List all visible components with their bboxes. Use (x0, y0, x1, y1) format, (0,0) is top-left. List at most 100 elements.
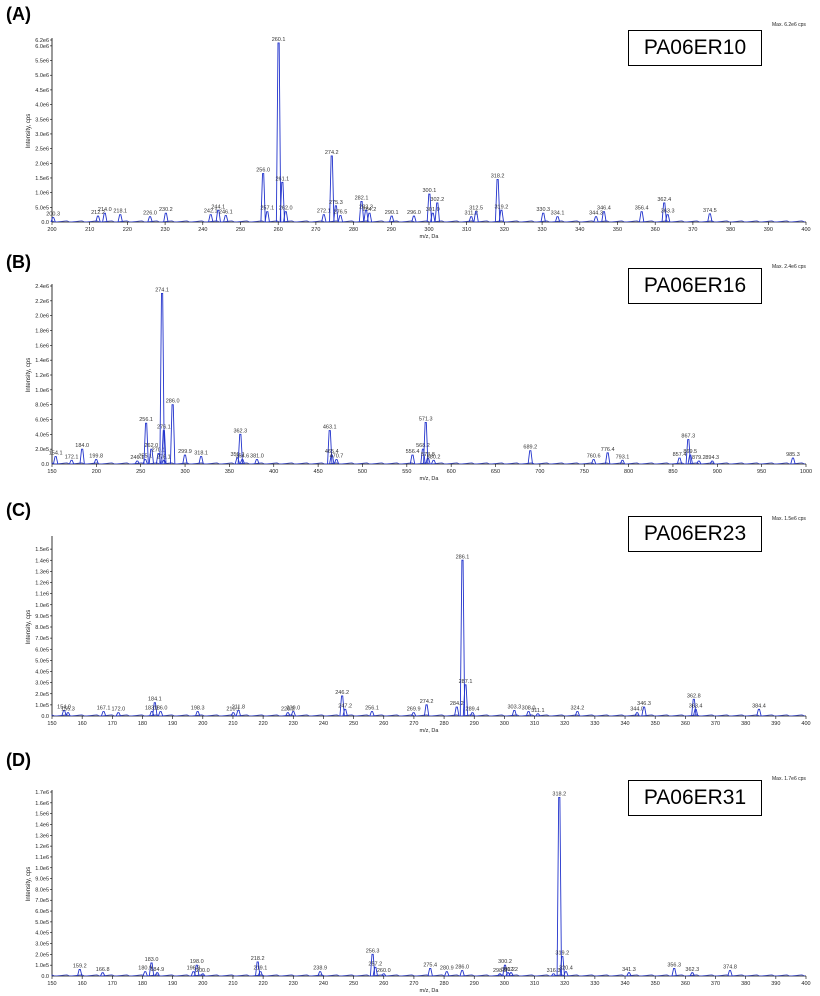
peak (687, 454, 693, 465)
peak (494, 178, 501, 223)
peak (389, 215, 395, 223)
y-tick-label: 5.0e5 (35, 658, 49, 664)
peak-label: 298.5 (493, 968, 507, 974)
y-tick-label: 2.0e5 (35, 952, 49, 958)
peak (692, 708, 699, 717)
y-tick-label: 0.0 (41, 714, 49, 720)
x-tick-label: 330 (590, 721, 599, 727)
peak (190, 971, 197, 977)
peak (559, 956, 565, 977)
peak (462, 684, 469, 717)
peak (626, 972, 632, 977)
peak (369, 953, 376, 977)
peak-label: 319.2 (555, 951, 569, 957)
x-tick-label: 340 (620, 981, 629, 987)
x-axis-label: m/z, Da (420, 234, 440, 240)
peak (235, 709, 242, 717)
peak (65, 712, 71, 717)
peak (147, 216, 153, 223)
peak-label: 374.5 (703, 208, 717, 214)
x-tick-label: 220 (259, 721, 268, 727)
peak (163, 212, 169, 223)
peak-label: 324.2 (571, 706, 585, 712)
peak (498, 209, 505, 223)
x-tick-label: 190 (168, 981, 177, 987)
peak-label: 580.2 (427, 454, 441, 460)
peak-label: 262.0 (279, 206, 293, 212)
peak (200, 973, 206, 977)
peak (182, 454, 188, 465)
peak-label: 283.3 (359, 204, 373, 210)
x-tick-label: 340 (575, 227, 584, 233)
y-tick-label: 2.0e5 (35, 447, 49, 453)
y-tick-label: 1.6e6 (35, 801, 49, 807)
peak-label: 276.5 (334, 210, 348, 216)
peak (223, 215, 229, 223)
peak (159, 292, 165, 465)
y-tick-label: 2.5e6 (35, 147, 49, 153)
y-tick-label: 1.0e6 (35, 866, 49, 872)
peak-label: 200.3 (46, 212, 60, 218)
x-tick-label: 250 (349, 981, 358, 987)
peak (468, 216, 474, 223)
peak-label: 276.1 (157, 425, 171, 431)
y-tick-label: 0.0 (41, 462, 49, 468)
peak (574, 711, 581, 717)
peak-label: 374.8 (723, 965, 737, 971)
peak (756, 708, 762, 717)
x-tick-label: 380 (726, 227, 735, 233)
peak (115, 712, 121, 717)
peak-label: 296.0 (407, 210, 421, 216)
x-tick-label: 380 (741, 981, 750, 987)
peak-label: 261.1 (275, 176, 289, 182)
peak (100, 972, 106, 977)
peak (239, 459, 245, 465)
peak (691, 698, 697, 717)
y-tick-label: 6.2e6 (35, 38, 49, 44)
max-intensity-label: Max. 1.7e6 cps (772, 776, 806, 782)
peak-label: 230.2 (159, 207, 173, 213)
peak-label: 272.1 (317, 209, 331, 215)
peak (333, 459, 340, 465)
peak (100, 711, 107, 717)
peak (142, 971, 148, 977)
x-tick-label: 290 (470, 721, 479, 727)
y-tick-label: 6.0e5 (35, 909, 49, 915)
peak (790, 457, 796, 465)
y-axis-label: Intensity, cps (26, 358, 32, 393)
peak (195, 711, 201, 717)
peak (689, 972, 695, 977)
y-tick-label: 4.0e5 (35, 670, 49, 676)
peak-label: 274.1 (155, 287, 169, 293)
x-tick-label: 330 (538, 227, 547, 233)
peak (321, 214, 327, 223)
peak (430, 212, 436, 223)
y-tick-label: 2.0e6 (35, 161, 49, 167)
y-tick-label: 5.0e6 (35, 73, 49, 79)
peak-label: 301.2 (501, 967, 515, 973)
peak-label: 381.0 (250, 454, 264, 460)
panel-b: (B) PA06ER16 Max. 2.4e6 cps 150 200 250 300… (0, 248, 820, 484)
x-tick-label: 370 (711, 721, 720, 727)
spectrum-plot: 150 200 250 300 350 400 450 500 550 600 650 700 750 8… (26, 284, 812, 482)
peak-label: 308.0 (522, 706, 536, 712)
peak (638, 211, 645, 223)
peak-label: 286.0 (166, 399, 180, 405)
peak (444, 971, 450, 977)
x-tick-label: 170 (108, 721, 117, 727)
peak-label: 289.4 (466, 707, 480, 713)
y-tick-label: 1.4e6 (35, 558, 49, 564)
y-tick-label: 5.5e6 (35, 59, 49, 65)
peak (593, 216, 599, 223)
x-tick-label: 190 (168, 721, 177, 727)
x-tick-label: 270 (311, 227, 320, 233)
peak (337, 215, 344, 223)
y-tick-label: 7.0e5 (35, 636, 49, 642)
y-tick-label: 8.0e5 (35, 887, 49, 893)
x-tick-label: 390 (771, 981, 780, 987)
x-tick-label: 150 (47, 721, 56, 727)
x-tick-label: 800 (624, 469, 633, 475)
peak (333, 205, 339, 223)
peak (161, 459, 167, 465)
peak-label: 196.9 (187, 966, 201, 972)
